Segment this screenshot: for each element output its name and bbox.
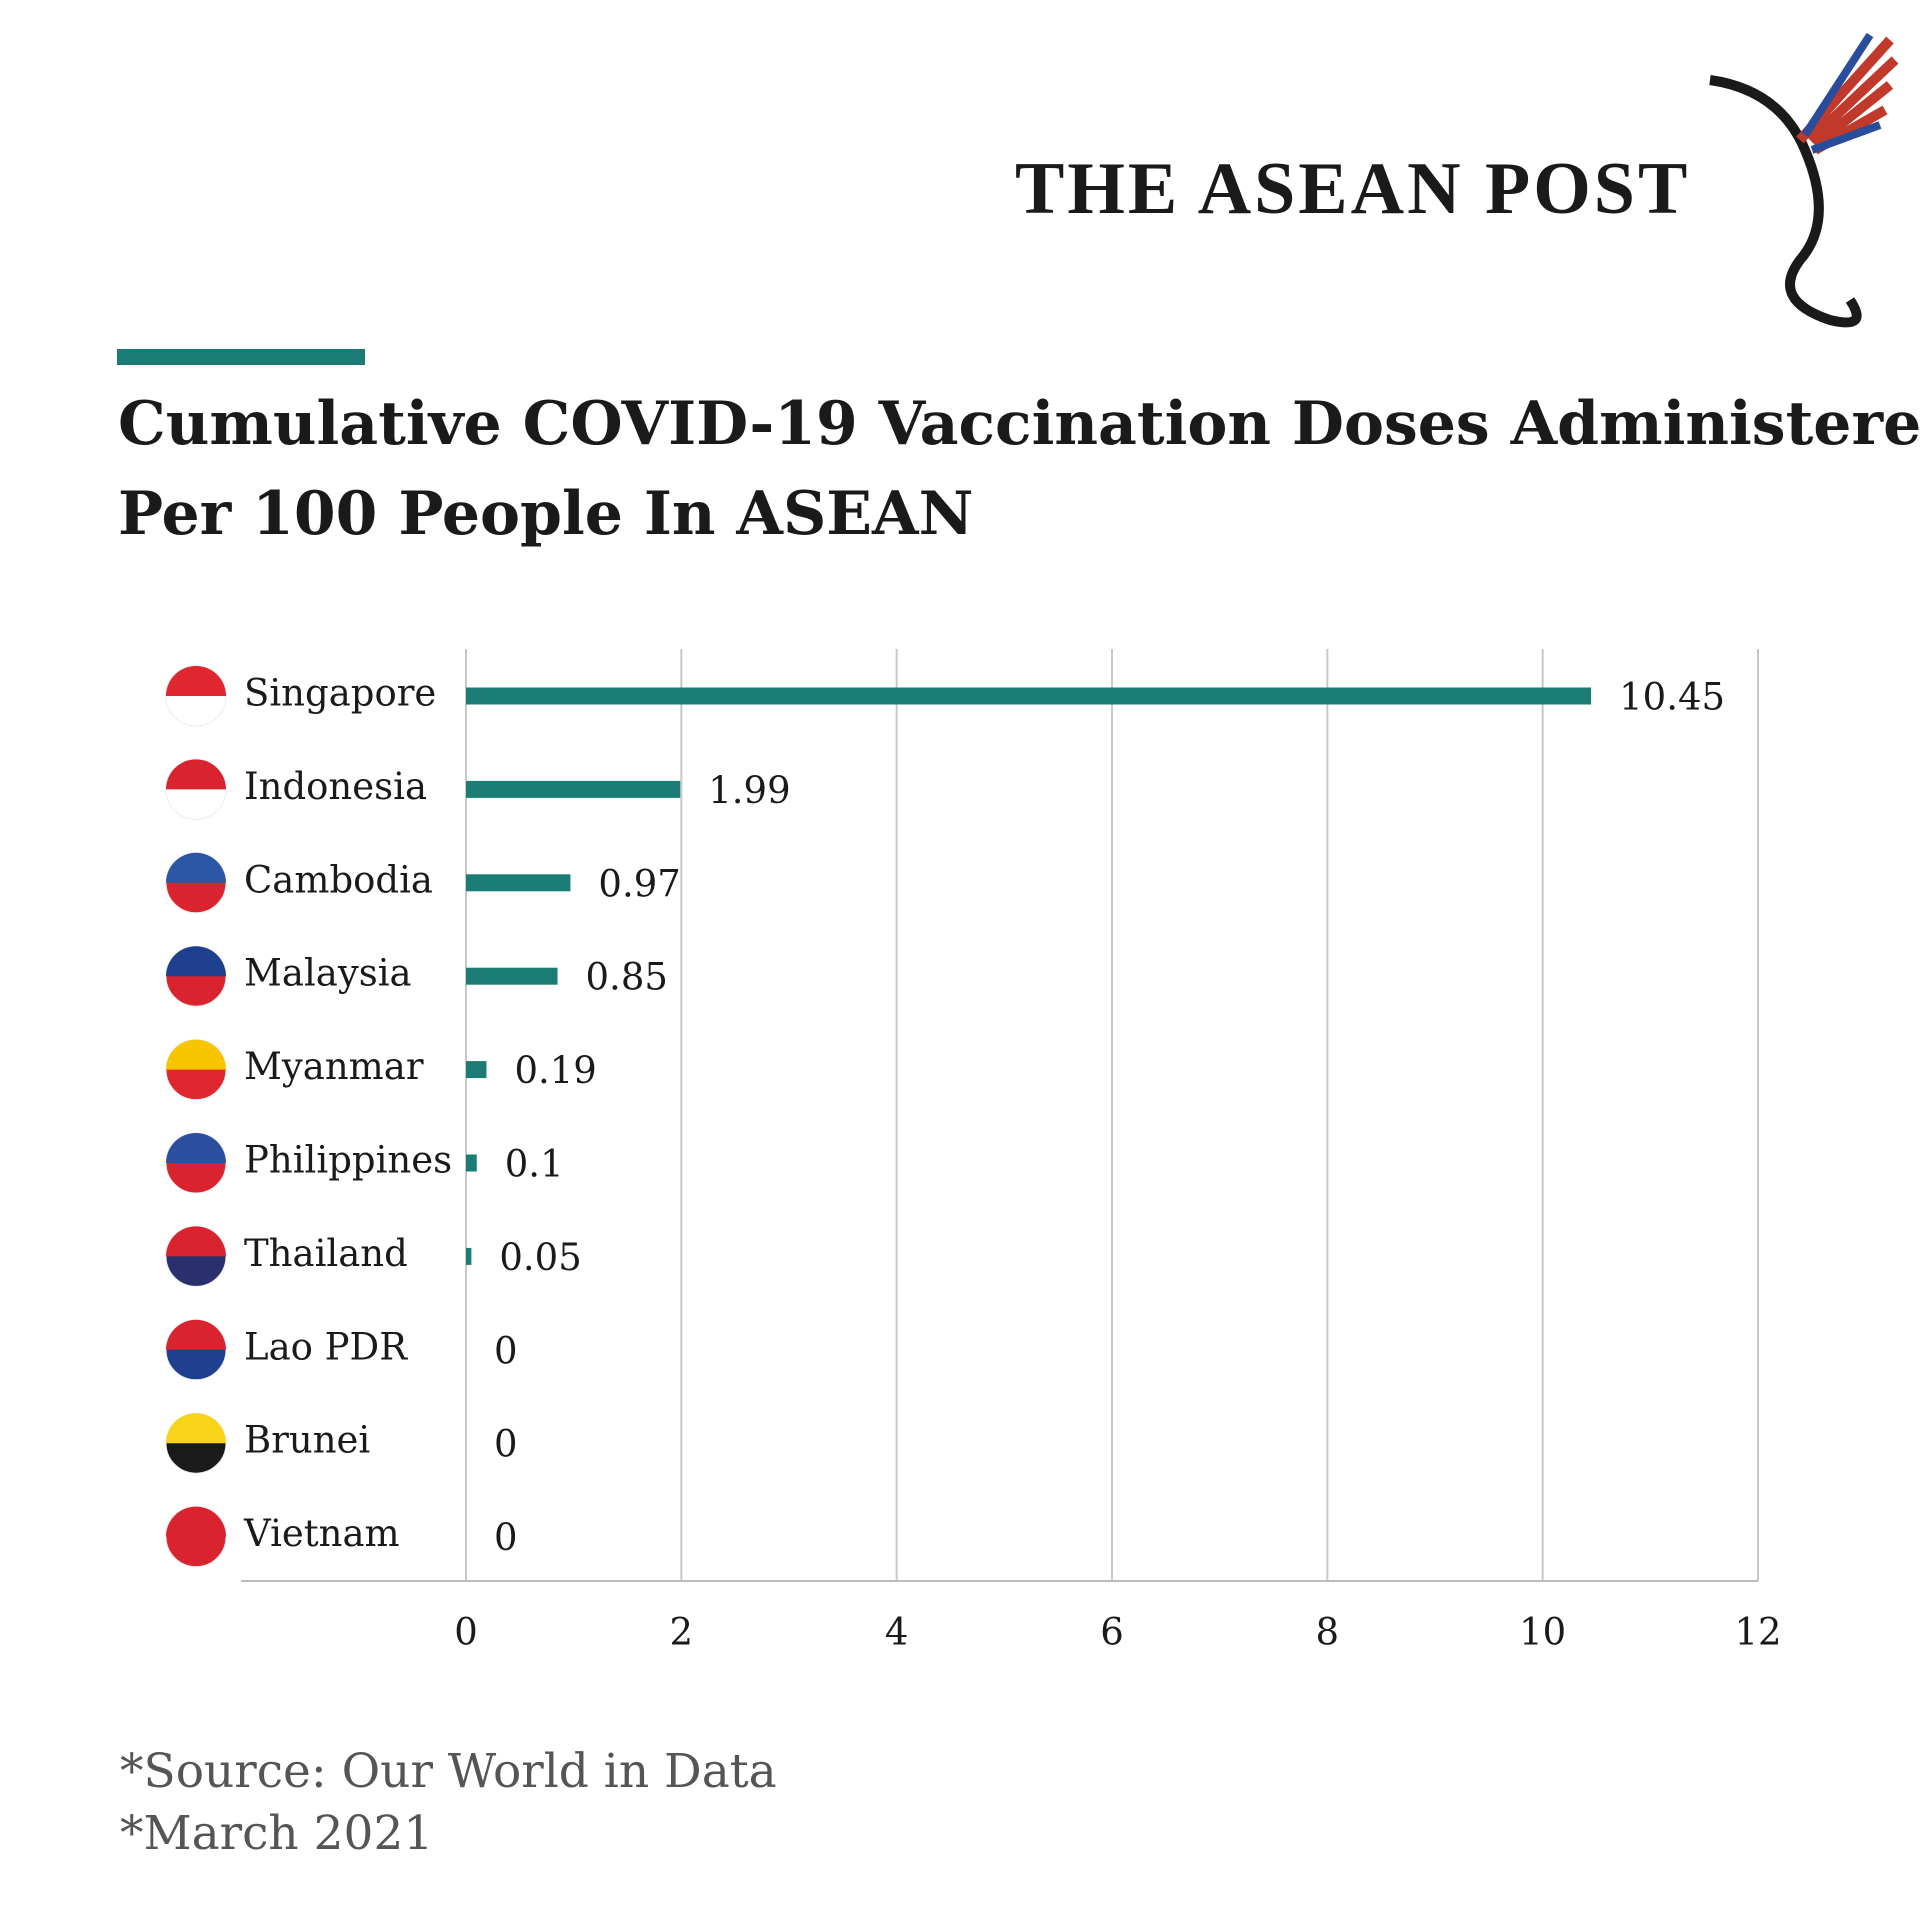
category-label: Singapore — [244, 672, 436, 715]
category-label: Indonesia — [244, 765, 427, 808]
flag-half — [166, 1413, 227, 1444]
flag-half — [166, 1319, 227, 1350]
flag-half — [166, 1506, 227, 1537]
x-tick-label: 0 — [454, 1611, 478, 1654]
value-label: 10.45 — [1619, 676, 1725, 719]
flag — [165, 1039, 227, 1101]
value-label: 0.1 — [505, 1143, 564, 1186]
chart-title: Cumulative COVID-19 Vaccination Doses Ad… — [118, 389, 1920, 549]
value-label: 0.97 — [598, 862, 680, 905]
flag — [165, 1506, 227, 1568]
bar — [466, 687, 1592, 705]
value-label: 0.85 — [586, 956, 668, 999]
x-tick-label: 2 — [670, 1611, 694, 1654]
bar — [466, 780, 681, 798]
logo-bird — [1709, 32, 1899, 328]
flag-half — [166, 852, 227, 883]
x-tick-label: 8 — [1316, 1611, 1340, 1654]
bar — [466, 1061, 487, 1079]
source-note: *Source: Our World in Data — [120, 1744, 777, 1799]
flag — [165, 758, 227, 820]
category-label: Myanmar — [244, 1045, 424, 1088]
category-label: Cambodia — [244, 858, 433, 901]
date-note: *March 2021 — [120, 1806, 433, 1861]
category-label: Thailand — [244, 1232, 408, 1275]
x-tick-label: 12 — [1734, 1611, 1781, 1654]
category-label: Philippines — [244, 1139, 452, 1182]
category-label: Malaysia — [244, 952, 412, 995]
title-rule — [117, 349, 365, 365]
flag — [165, 665, 227, 727]
value-label: 0 — [494, 1423, 518, 1466]
flag-half — [166, 666, 226, 696]
category-label: Lao PDR — [244, 1325, 408, 1368]
value-label: 0 — [494, 1516, 518, 1559]
bar — [466, 967, 558, 985]
flag-half — [166, 1133, 226, 1163]
flag — [165, 1319, 227, 1381]
bar — [466, 1154, 477, 1172]
bar — [466, 874, 571, 892]
flag — [165, 1132, 227, 1194]
flag-half — [166, 946, 227, 977]
flag-half — [166, 759, 227, 790]
flag — [165, 1412, 227, 1474]
flag-half — [166, 1226, 227, 1257]
category-label: Vietnam — [243, 1512, 400, 1555]
flag — [165, 852, 227, 914]
flag — [165, 1225, 227, 1287]
x-tick-label: 10 — [1519, 1611, 1566, 1654]
flag-half — [166, 1039, 227, 1070]
value-label: 1.99 — [708, 769, 790, 812]
x-tick-label: 4 — [885, 1611, 909, 1654]
brand: THE ASEAN POST — [1015, 148, 1690, 230]
x-tick-label: 6 — [1100, 1611, 1124, 1654]
value-label: 0.05 — [499, 1236, 581, 1279]
value-label: 0.19 — [514, 1049, 596, 1092]
category-label: Brunei — [244, 1419, 370, 1462]
bar — [466, 1247, 472, 1265]
value-label: 0 — [494, 1329, 518, 1372]
flag — [165, 945, 227, 1007]
